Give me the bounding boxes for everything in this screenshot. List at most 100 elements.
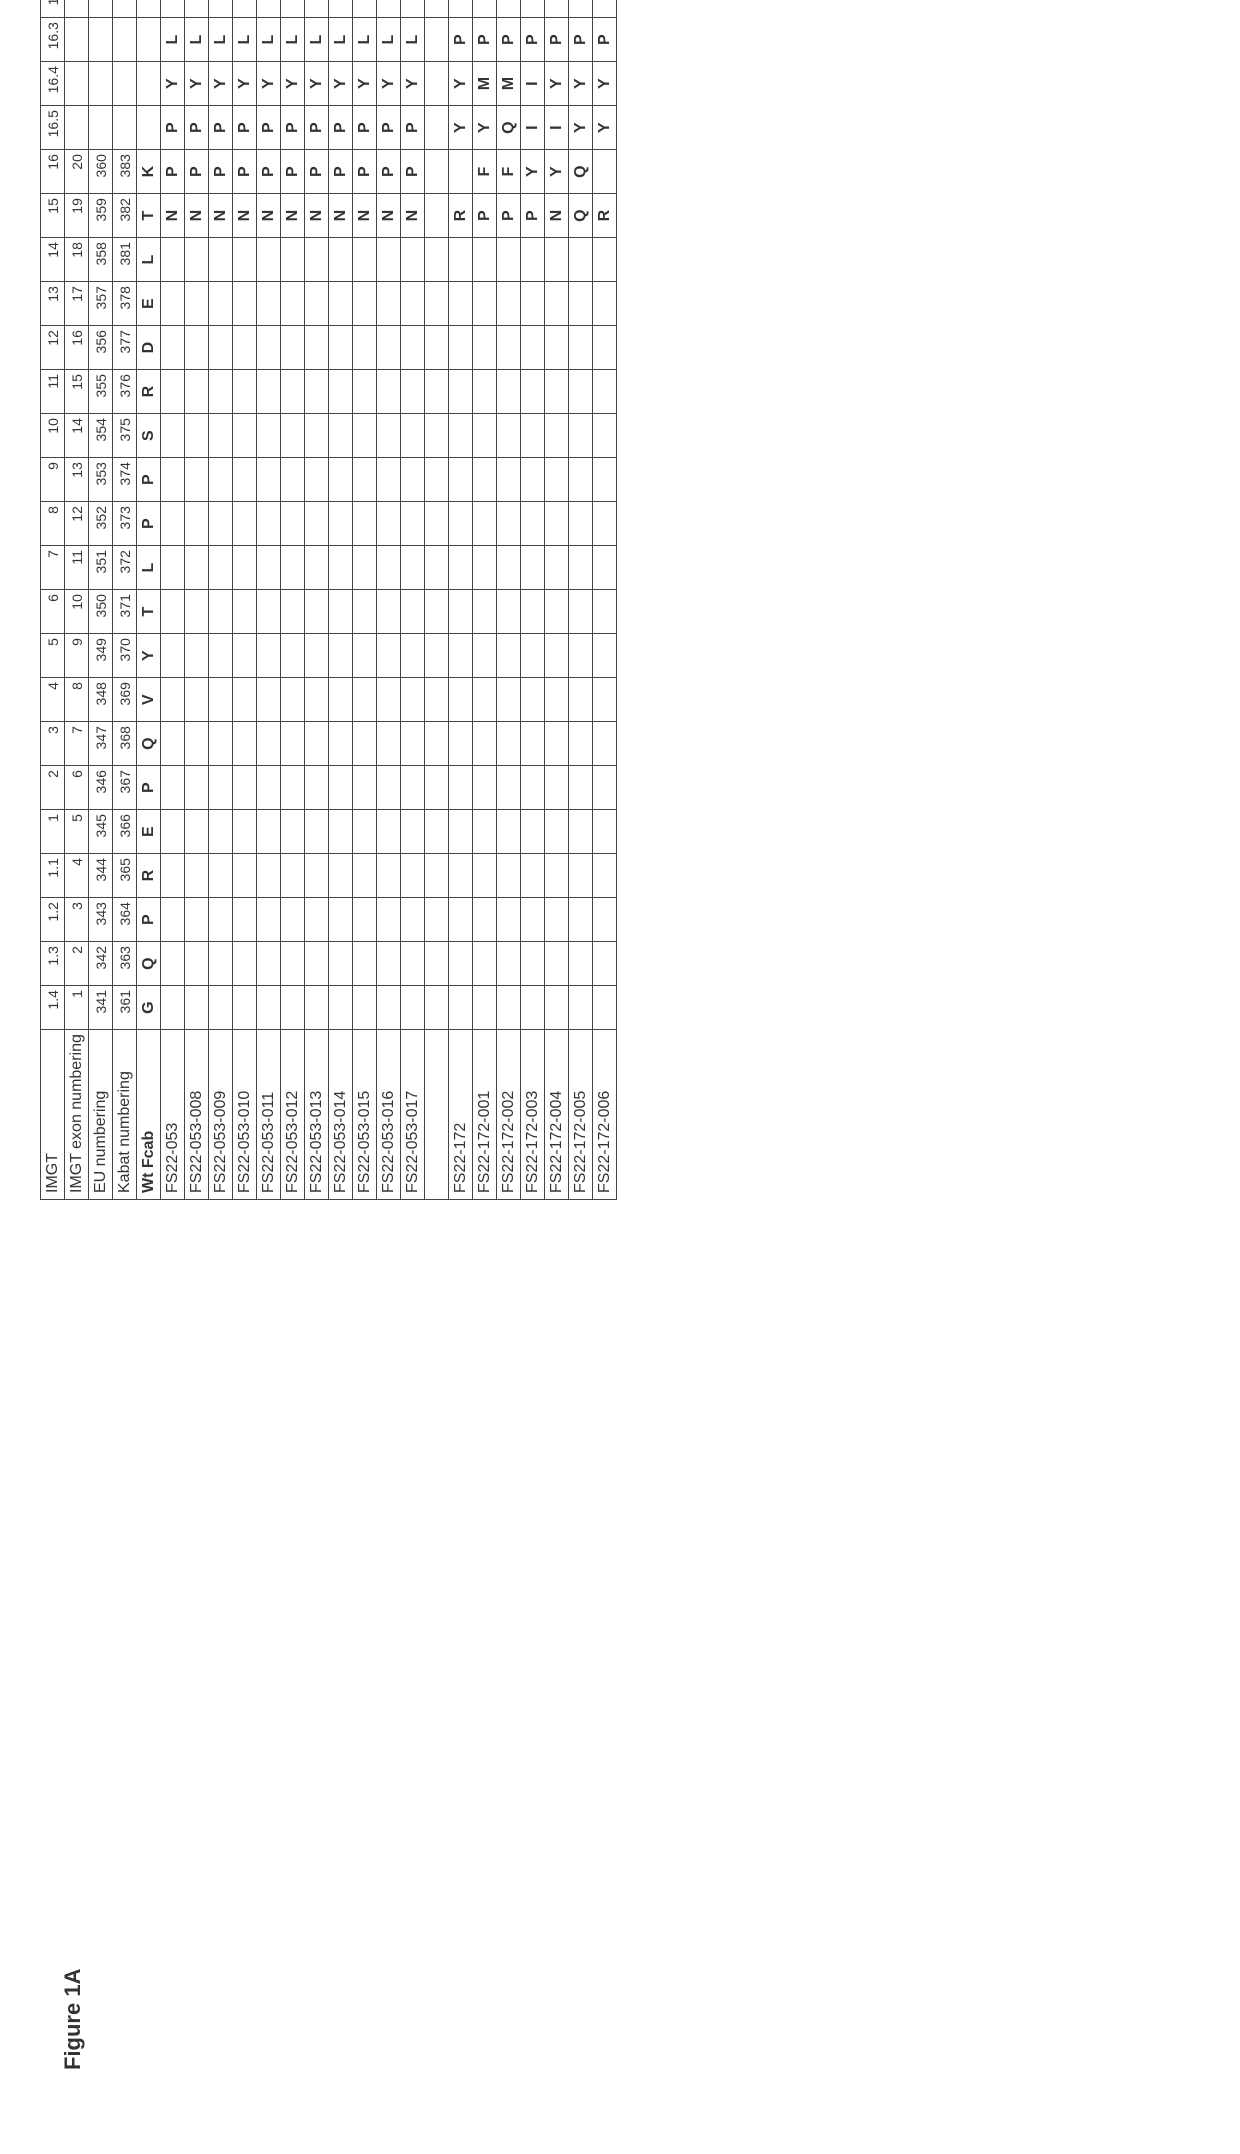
variant-aa-13-19: F [497,150,521,194]
variant-aa-3-23: F [233,0,257,18]
variant-aa-1-22: L [185,18,209,62]
variant-aa-6-18: N [305,194,329,238]
variant-aa-15-11 [545,502,569,546]
variant-aa-6-19: P [305,150,329,194]
variant-aa-12-11 [473,502,497,546]
variant-aa-9-20: P [377,106,401,150]
num-kabat-23 [113,0,137,18]
variant-aa-15-14 [545,370,569,414]
variant-aa-7-2 [329,898,353,942]
variant-aa-15-17 [545,238,569,282]
variant-aa-0-11 [161,502,185,546]
variant-aa-17-8 [593,634,617,678]
variant-aa-14-15 [521,326,545,370]
num-exon-18: 19 [65,194,89,238]
variant-aa-15-10 [545,546,569,590]
spacer-3 [425,854,449,898]
variant-aa-2-9 [209,590,233,634]
variant-aa-11-15 [449,326,473,370]
variant-aa-8-19: P [353,150,377,194]
num-eu-5: 346 [89,766,113,810]
variant-aa-8-14 [353,370,377,414]
variant-aa-0-10 [161,546,185,590]
variant-aa-1-0 [185,986,209,1030]
spacer-10 [425,546,449,590]
variant-aa-0-22: L [161,18,185,62]
variant-aa-0-4 [161,810,185,854]
variant-aa-2-16 [209,282,233,326]
variant-aa-17-22: P [593,18,617,62]
variant-aa-10-22: L [401,18,425,62]
variant-aa-7-15 [329,326,353,370]
variant-aa-3-7 [233,678,257,722]
variant-aa-1-20: P [185,106,209,150]
variant-aa-6-15 [305,326,329,370]
variant-aa-7-22: L [329,18,353,62]
variant-aa-8-8 [353,634,377,678]
variant-aa-3-8 [233,634,257,678]
variant-aa-14-5 [521,766,545,810]
variant-aa-6-2 [305,898,329,942]
row-label: Wt Fcab [137,1030,161,1200]
variant-aa-2-18: N [209,194,233,238]
variant-aa-14-17 [521,238,545,282]
num-imgt-15: 12 [41,326,65,370]
wt-aa-6: Q [137,722,161,766]
variant-aa-16-16 [569,282,593,326]
spacer-label [425,1030,449,1200]
num-eu-3: 344 [89,854,113,898]
num-imgt-11: 8 [41,502,65,546]
row-label: EU numbering [89,1030,113,1200]
wt-aa-9: T [137,590,161,634]
variant-aa-7-4 [329,810,353,854]
variant-aa-1-8 [185,634,209,678]
variant-aa-13-7 [497,678,521,722]
variant-aa-5-12 [281,458,305,502]
variant-aa-14-10 [521,546,545,590]
variant-aa-13-22: P [497,18,521,62]
variant-aa-12-22: P [473,18,497,62]
variant-aa-8-5 [353,766,377,810]
variant-aa-15-23: P [545,0,569,18]
num-eu-13: 354 [89,414,113,458]
variant-aa-17-2 [593,898,617,942]
variant-aa-10-19: P [401,150,425,194]
variant-aa-7-9 [329,590,353,634]
num-eu-15: 356 [89,326,113,370]
variant-aa-5-16 [281,282,305,326]
num-imgt-19: 16 [41,150,65,194]
spacer-19 [425,150,449,194]
row-label: Kabat numbering [113,1030,137,1200]
variant-aa-2-21: Y [209,62,233,106]
variant-aa-9-5 [377,766,401,810]
variant-aa-8-2 [353,898,377,942]
wt-aa-12: P [137,458,161,502]
spacer-12 [425,458,449,502]
variant-aa-8-15 [353,326,377,370]
variant-aa-11-12 [449,458,473,502]
wt-aa-21 [137,62,161,106]
variant-aa-13-16 [497,282,521,326]
variant-aa-4-6 [257,722,281,766]
variant-row: FS22-172-005QQYYPPY [569,0,593,1200]
variant-aa-13-3 [497,854,521,898]
variant-aa-7-1 [329,942,353,986]
variant-aa-7-11 [329,502,353,546]
variant-aa-3-4 [233,810,257,854]
row-label: FS22-053-016 [377,1030,401,1200]
num-exon-23 [65,0,89,18]
variant-aa-4-19: P [257,150,281,194]
variant-aa-3-21: Y [233,62,257,106]
variant-aa-12-13 [473,414,497,458]
variant-aa-9-23: F [377,0,401,18]
spacer-7 [425,678,449,722]
row-label: FS22-172-002 [497,1030,521,1200]
variant-aa-7-14 [329,370,353,414]
num-kabat-14: 376 [113,370,137,414]
variant-aa-15-3 [545,854,569,898]
num-imgt-3: 1.1 [41,854,65,898]
variant-aa-5-20: P [281,106,305,150]
num-imgt-1: 1.3 [41,942,65,986]
variant-aa-1-21: Y [185,62,209,106]
wt-aa-22 [137,18,161,62]
